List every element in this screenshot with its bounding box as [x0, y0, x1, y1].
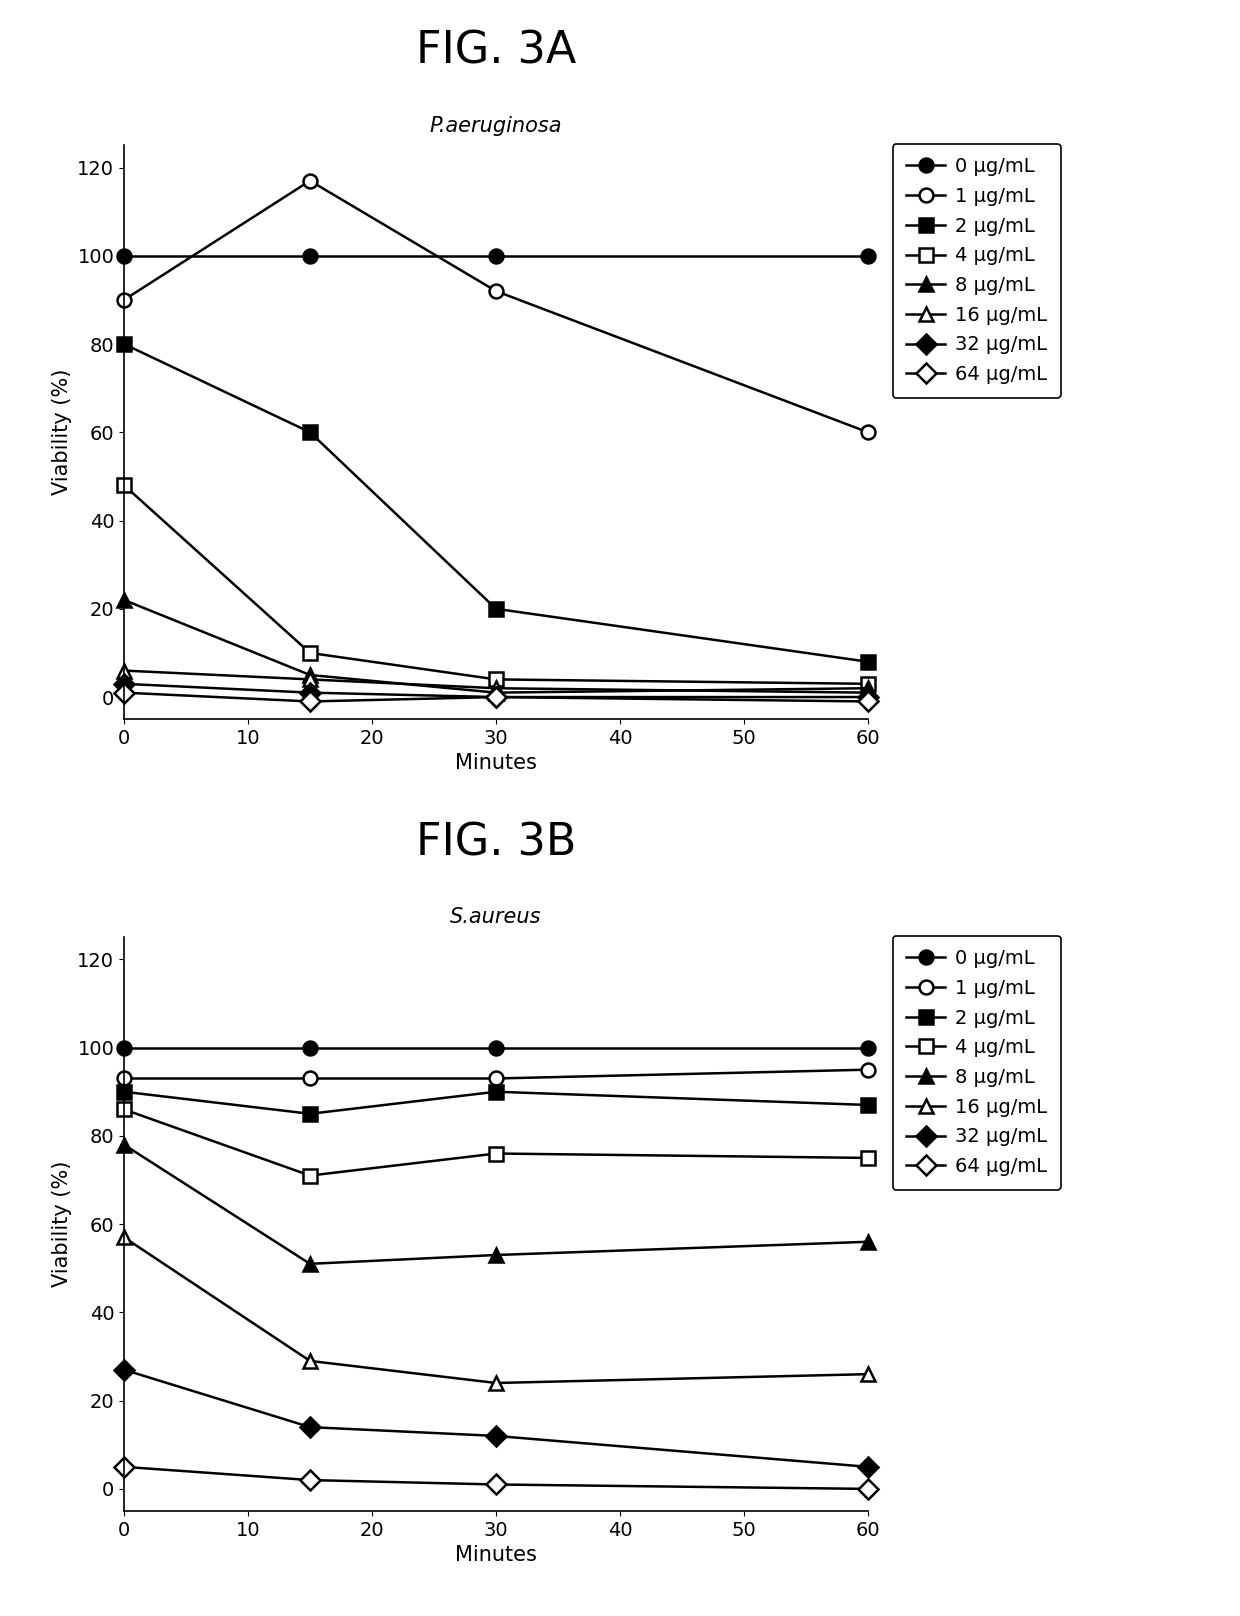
1 μg/mL: [861, 1060, 875, 1079]
Line: 64 μg/mL: 64 μg/mL: [117, 1459, 875, 1496]
16 μg/mL: [303, 669, 317, 688]
Line: 8 μg/mL: 8 μg/mL: [117, 593, 875, 700]
2 μg/mL: [303, 422, 317, 441]
1 μg/mL: [489, 281, 503, 301]
8 μg/mL: [861, 679, 875, 698]
Legend: 0 μg/mL, 1 μg/mL, 2 μg/mL, 4 μg/mL, 8 μg/mL, 16 μg/mL, 32 μg/mL, 64 μg/mL: 0 μg/mL, 1 μg/mL, 2 μg/mL, 4 μg/mL, 8 μg…: [893, 144, 1060, 398]
32 μg/mL: [117, 674, 131, 693]
Line: 2 μg/mL: 2 μg/mL: [117, 1084, 875, 1122]
Line: 32 μg/mL: 32 μg/mL: [117, 677, 875, 705]
16 μg/mL: [489, 1374, 503, 1393]
1 μg/mL: [489, 1068, 503, 1088]
32 μg/mL: [303, 1417, 317, 1437]
2 μg/mL: [303, 1104, 317, 1123]
4 μg/mL: [489, 669, 503, 688]
Line: 4 μg/mL: 4 μg/mL: [117, 478, 875, 690]
Line: 1 μg/mL: 1 μg/mL: [117, 1063, 875, 1086]
64 μg/mL: [489, 1475, 503, 1495]
64 μg/mL: [861, 692, 875, 711]
32 μg/mL: [861, 687, 875, 706]
0 μg/mL: [303, 246, 317, 265]
32 μg/mL: [303, 684, 317, 703]
4 μg/mL: [303, 1165, 317, 1185]
16 μg/mL: [861, 1364, 875, 1383]
X-axis label: Minutes: Minutes: [455, 753, 537, 774]
2 μg/mL: [117, 1083, 131, 1102]
2 μg/mL: [861, 651, 875, 671]
64 μg/mL: [861, 1479, 875, 1498]
X-axis label: Minutes: Minutes: [455, 1545, 537, 1566]
32 μg/mL: [861, 1458, 875, 1477]
8 μg/mL: [117, 590, 131, 609]
Line: 64 μg/mL: 64 μg/mL: [117, 685, 875, 708]
1 μg/mL: [117, 1068, 131, 1088]
2 μg/mL: [489, 1083, 503, 1102]
4 μg/mL: [861, 1149, 875, 1168]
Line: 16 μg/mL: 16 μg/mL: [117, 1230, 875, 1390]
Title: P.aeruginosa: P.aeruginosa: [430, 116, 562, 136]
0 μg/mL: [489, 246, 503, 265]
Line: 16 μg/mL: 16 μg/mL: [117, 664, 875, 700]
1 μg/mL: [117, 291, 131, 310]
16 μg/mL: [117, 661, 131, 680]
8 μg/mL: [489, 1246, 503, 1265]
Legend: 0 μg/mL, 1 μg/mL, 2 μg/mL, 4 μg/mL, 8 μg/mL, 16 μg/mL, 32 μg/mL, 64 μg/mL: 0 μg/mL, 1 μg/mL, 2 μg/mL, 4 μg/mL, 8 μg…: [893, 936, 1060, 1189]
16 μg/mL: [861, 684, 875, 703]
4 μg/mL: [861, 674, 875, 693]
0 μg/mL: [861, 246, 875, 265]
2 μg/mL: [117, 335, 131, 354]
2 μg/mL: [489, 600, 503, 619]
4 μg/mL: [117, 475, 131, 494]
Y-axis label: Viability (%): Viability (%): [52, 1160, 72, 1288]
4 μg/mL: [117, 1099, 131, 1118]
Line: 32 μg/mL: 32 μg/mL: [117, 1362, 875, 1474]
Title: S.aureus: S.aureus: [450, 908, 542, 928]
Line: 0 μg/mL: 0 μg/mL: [117, 1041, 875, 1055]
Text: FIG. 3B: FIG. 3B: [415, 821, 577, 865]
8 μg/mL: [303, 1254, 317, 1273]
64 μg/mL: [489, 687, 503, 706]
0 μg/mL: [303, 1037, 317, 1057]
Line: 4 μg/mL: 4 μg/mL: [117, 1102, 875, 1183]
16 μg/mL: [117, 1228, 131, 1248]
1 μg/mL: [303, 171, 317, 191]
4 μg/mL: [489, 1144, 503, 1164]
0 μg/mL: [489, 1037, 503, 1057]
Line: 2 μg/mL: 2 μg/mL: [117, 338, 875, 669]
8 μg/mL: [489, 684, 503, 703]
Y-axis label: Viability (%): Viability (%): [52, 368, 72, 496]
8 μg/mL: [303, 666, 317, 685]
16 μg/mL: [489, 679, 503, 698]
4 μg/mL: [303, 643, 317, 663]
Line: 8 μg/mL: 8 μg/mL: [117, 1138, 875, 1270]
1 μg/mL: [303, 1068, 317, 1088]
32 μg/mL: [489, 687, 503, 706]
1 μg/mL: [861, 422, 875, 441]
64 μg/mL: [117, 684, 131, 703]
32 μg/mL: [489, 1427, 503, 1446]
8 μg/mL: [861, 1231, 875, 1251]
32 μg/mL: [117, 1361, 131, 1380]
2 μg/mL: [861, 1096, 875, 1115]
8 μg/mL: [117, 1134, 131, 1154]
0 μg/mL: [861, 1037, 875, 1057]
Line: 0 μg/mL: 0 μg/mL: [117, 249, 875, 263]
Line: 1 μg/mL: 1 μg/mL: [117, 175, 875, 440]
0 μg/mL: [117, 1037, 131, 1057]
64 μg/mL: [303, 1471, 317, 1490]
16 μg/mL: [303, 1351, 317, 1370]
64 μg/mL: [117, 1458, 131, 1477]
64 μg/mL: [303, 692, 317, 711]
0 μg/mL: [117, 246, 131, 265]
Text: FIG. 3A: FIG. 3A: [415, 29, 577, 73]
